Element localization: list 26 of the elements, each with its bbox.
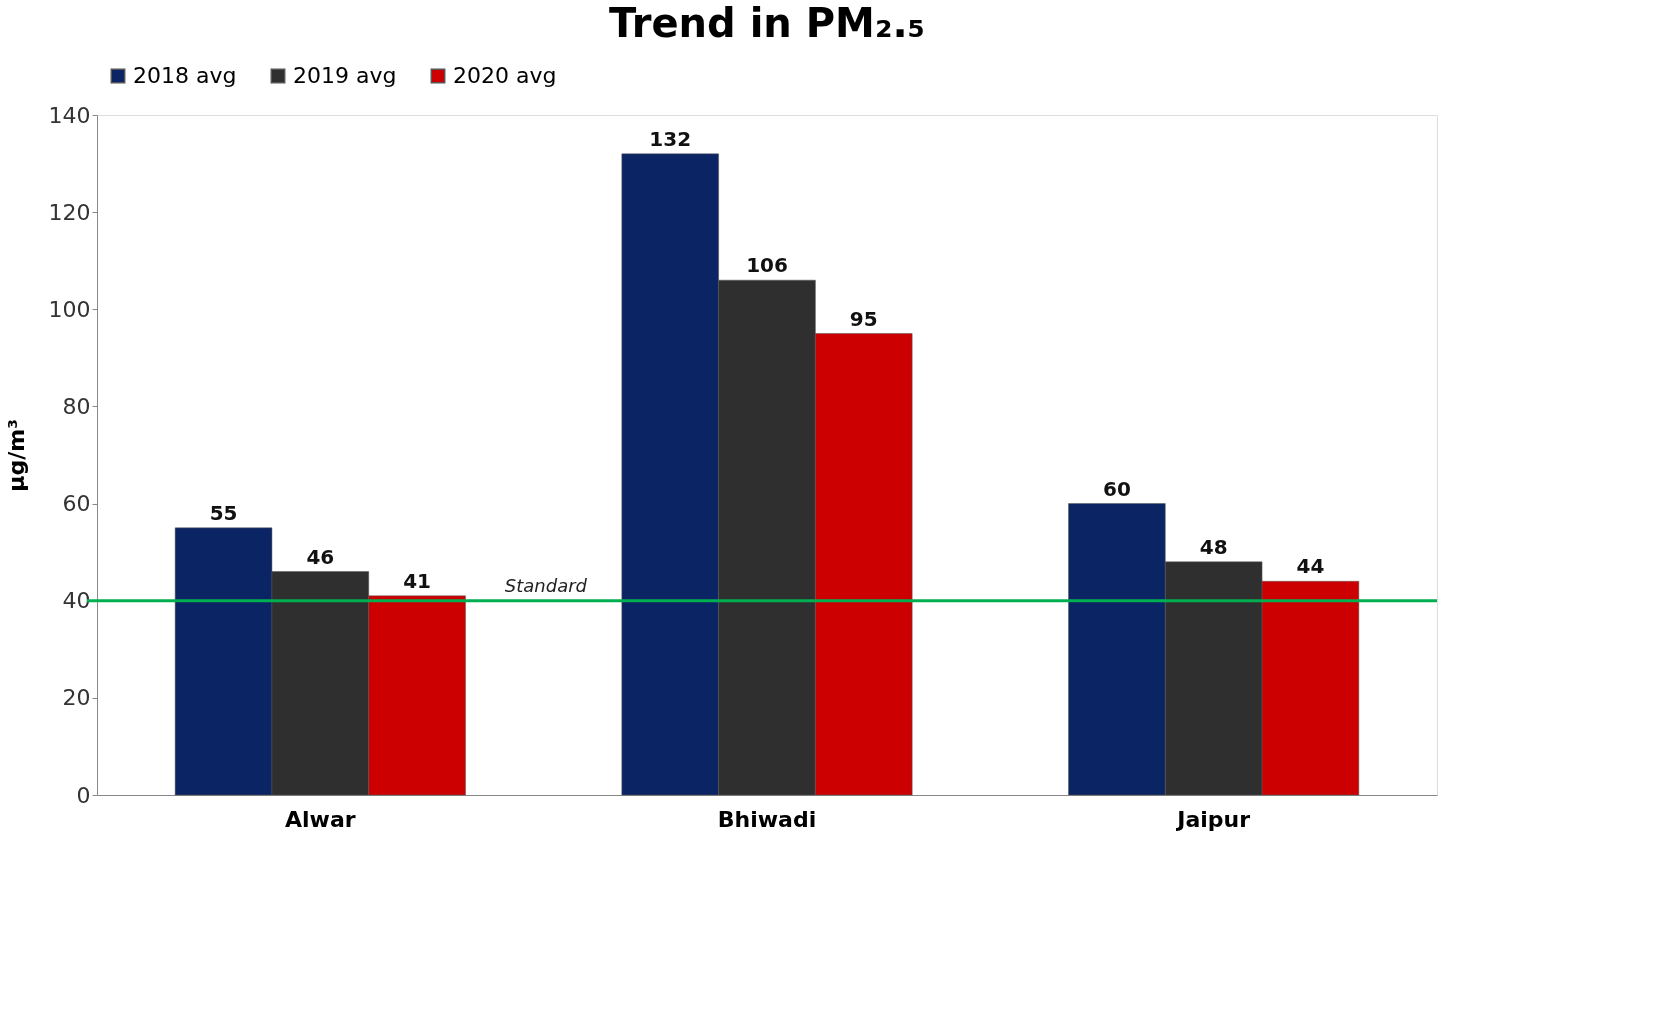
data-label: 41	[403, 568, 432, 593]
x-tick-label: Alwar	[285, 806, 356, 832]
legend-label: 2019 avg	[293, 63, 397, 88]
data-label: 106	[746, 253, 788, 278]
data-label: 44	[1296, 554, 1325, 579]
y-tick-label: 20	[62, 685, 91, 711]
y-tick-label: 60	[62, 491, 91, 517]
data-label: 55	[209, 500, 238, 525]
x-tick-label: Bhiwadi	[717, 806, 817, 832]
y-axis-title: µg/m³	[3, 419, 29, 492]
y-tick-label: 40	[62, 588, 91, 614]
data-label: 132	[649, 126, 692, 151]
chart-title: Trend in PM₂.₅	[608, 0, 926, 46]
data-label: 95	[849, 306, 878, 331]
ref-line-label: Standard	[504, 574, 588, 596]
data-label: 60	[1102, 476, 1131, 501]
data-label: 48	[1199, 534, 1228, 559]
legend-label: 2020 avg	[453, 63, 557, 88]
x-tick-label: Jaipur	[1175, 806, 1251, 832]
y-tick-label: 80	[62, 393, 91, 419]
data-label: 46	[306, 544, 335, 569]
y-tick-label: 0	[76, 782, 91, 808]
y-tick-label: 120	[48, 199, 91, 225]
y-tick-label: 100	[48, 296, 91, 322]
legend-label: 2018 avg	[133, 63, 237, 88]
y-tick-label: 140	[48, 102, 91, 128]
